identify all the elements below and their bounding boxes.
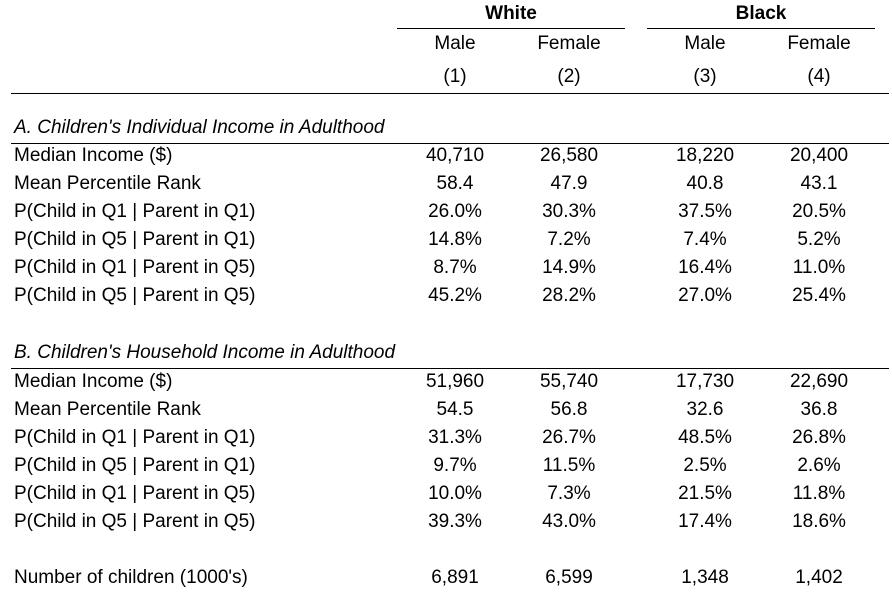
section-a-title: A. Children's Individual Income in Adult… (14, 117, 385, 138)
column-header-2-sex: Female (537, 33, 601, 54)
table-cell: 28.2% (542, 285, 596, 306)
group-header-black: Black (735, 3, 787, 24)
row-label: Mean Percentile Rank (14, 399, 201, 420)
table-cell: 25.4% (792, 285, 846, 306)
table-cell: 58.4 (436, 173, 474, 194)
table-cell: 31.3% (428, 427, 482, 448)
table-cell: 21.5% (678, 483, 732, 504)
row-label: P(Child in Q5 | Parent in Q1) (14, 455, 256, 476)
row-label: P(Child in Q1 | Parent in Q5) (14, 257, 256, 278)
row-label: P(Child in Q5 | Parent in Q1) (14, 229, 256, 250)
column-header-1-num: (1) (443, 66, 467, 87)
table-cell: 32.6 (686, 399, 724, 420)
table-cell: 27.0% (678, 285, 732, 306)
table-cell: 20,400 (789, 145, 849, 166)
footer-cell: 1,402 (795, 567, 843, 588)
row-label: P(Child in Q5 | Parent in Q5) (14, 511, 256, 532)
section-b-title: B. Children's Household Income in Adulth… (14, 342, 396, 363)
column-header-3-num: (3) (693, 66, 717, 87)
footer-cell: 6,599 (545, 567, 593, 588)
footer-cell: 6,891 (431, 567, 479, 588)
column-header-2-num: (2) (557, 66, 581, 87)
table-cell: 55,740 (539, 371, 599, 392)
table-cell: 14.8% (428, 229, 482, 250)
column-header-3-sex: Male (684, 33, 726, 54)
table-cell: 40,710 (425, 145, 485, 166)
table-cell: 51,960 (425, 371, 485, 392)
table-cell: 26.8% (792, 427, 846, 448)
table-cell: 56.8 (550, 399, 588, 420)
table-cell: 40.8 (686, 173, 724, 194)
column-header-4-sex: Female (787, 33, 851, 54)
table-cell: 47.9 (550, 173, 588, 194)
table-cell: 39.3% (428, 511, 482, 532)
section-b-rule (11, 368, 889, 369)
row-label: Median Income ($) (14, 371, 173, 392)
table-cell: 43.1 (800, 173, 838, 194)
table-cell: 7.3% (547, 483, 591, 504)
table-cell: 26,580 (539, 145, 599, 166)
table-cell: 26.7% (542, 427, 596, 448)
table-cell: 36.8 (800, 399, 838, 420)
table-cell: 2.5% (683, 455, 727, 476)
table-cell: 22,690 (789, 371, 849, 392)
table-cell: 2.6% (797, 455, 841, 476)
table-cell: 7.4% (683, 229, 727, 250)
table-cell: 20.5% (792, 201, 846, 222)
table-cell: 11.8% (792, 483, 846, 504)
column-header-4-num: (4) (807, 66, 831, 87)
section-a-rule (11, 143, 889, 144)
table-cell: 54.5 (436, 399, 474, 420)
table-cell: 37.5% (678, 201, 732, 222)
table-cell: 7.2% (547, 229, 591, 250)
table-cell: 48.5% (678, 427, 732, 448)
table-cell: 18.6% (792, 511, 846, 532)
table-cell: 11.0% (792, 257, 846, 278)
table-cell: 5.2% (797, 229, 841, 250)
group-underline-white (397, 28, 625, 29)
row-label: P(Child in Q1 | Parent in Q5) (14, 483, 256, 504)
header-bottom-rule (11, 93, 889, 94)
table-cell: 16.4% (678, 257, 732, 278)
row-label: P(Child in Q5 | Parent in Q5) (14, 285, 256, 306)
table-cell: 26.0% (428, 201, 482, 222)
row-label: Median Income ($) (14, 145, 173, 166)
column-header-1-sex: Male (434, 33, 476, 54)
group-header-white: White (485, 3, 537, 24)
table-cell: 17,730 (675, 371, 735, 392)
table-cell: 45.2% (428, 285, 482, 306)
table-cell: 9.7% (433, 455, 477, 476)
row-label: P(Child in Q1 | Parent in Q1) (14, 201, 256, 222)
table-cell: 30.3% (542, 201, 596, 222)
table-cell: 10.0% (428, 483, 482, 504)
table-cell: 18,220 (675, 145, 735, 166)
table-cell: 8.7% (433, 257, 477, 278)
table-cell: 11.5% (542, 455, 596, 476)
row-label: P(Child in Q1 | Parent in Q1) (14, 427, 256, 448)
table-cell: 17.4% (678, 511, 732, 532)
table-cell: 43.0% (542, 511, 596, 532)
footer-cell: 1,348 (681, 567, 729, 588)
footer-label: Number of children (1000's) (14, 567, 248, 588)
group-underline-black (647, 28, 875, 29)
table-cell: 14.9% (542, 257, 596, 278)
row-label: Mean Percentile Rank (14, 173, 201, 194)
